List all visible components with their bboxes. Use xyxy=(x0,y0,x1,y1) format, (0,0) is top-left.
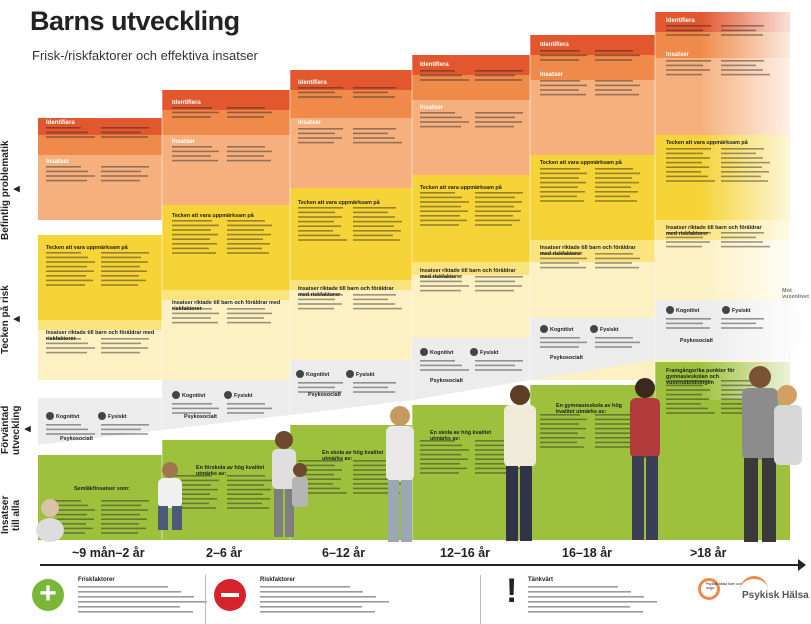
tecken-heading: Tecken att vara uppmärksam på xyxy=(420,185,502,191)
figure-icon xyxy=(224,391,232,399)
fysiskt-label: Fysiskt xyxy=(108,414,127,420)
kognitivt-label: Kognitivt xyxy=(430,350,454,356)
adult-man-image xyxy=(742,366,778,542)
plus-icon: + xyxy=(32,579,64,611)
kognitivt-label: Kognitivt xyxy=(676,308,700,314)
teen-boy-image xyxy=(504,385,536,541)
tecken-heading: Tecken att vara uppmärksam på xyxy=(46,245,128,251)
exclamation-icon: ! xyxy=(506,572,518,610)
tecken-heading: Tecken att vara uppmärksam på xyxy=(666,140,748,146)
riktade-heading: Insatser riktade till barn och föräldrar… xyxy=(298,286,394,298)
figure-icon xyxy=(346,370,354,378)
riktade-heading: Insatser riktade till barn och föräldrar… xyxy=(46,330,155,342)
tecken-heading: Tecken att vara uppmärksam på xyxy=(298,200,380,206)
green-heading: En skola av hög kvalitet utmärks av: xyxy=(322,450,384,462)
riktade-heading: Insatser riktade till barn och föräldrar… xyxy=(666,225,762,237)
figure-icon xyxy=(470,348,478,356)
tecken-heading: Tecken att vara uppmärksam på xyxy=(172,213,254,219)
identifiera-heading: Identifiera xyxy=(540,42,569,48)
brain-icon xyxy=(666,306,674,314)
psykosocialt-label: Psykosocialt xyxy=(430,378,463,384)
age-arrow-head xyxy=(798,559,806,571)
band-forvantad xyxy=(38,300,808,445)
brain-icon xyxy=(296,370,304,378)
age-label: 2–6 år xyxy=(206,546,243,560)
tankvart-label: Tänkvärt xyxy=(528,577,554,583)
insatser-heading: Insatser xyxy=(540,72,564,78)
identifiera-heading: Identifiera xyxy=(666,18,695,24)
green-heading: En skola av hög kvalitet utmärks av: xyxy=(430,430,492,442)
brain-icon xyxy=(172,391,180,399)
child-toddler-image xyxy=(36,499,64,542)
age-label: 16–18 år xyxy=(562,546,613,560)
child-school-image xyxy=(272,431,308,537)
age-label: 6–12 år xyxy=(322,546,366,560)
adult-woman-image xyxy=(774,385,802,465)
figure-icon xyxy=(722,306,730,314)
footer-divider xyxy=(205,575,206,624)
riskfaktorer-label: Riskfaktorer xyxy=(260,577,296,583)
logo-psykisk-halsa-barn xyxy=(698,578,720,600)
mot-vuxenlivet-label: Mot vuxenlivet xyxy=(782,288,809,300)
kognitivt-label: Kognitivt xyxy=(56,414,80,420)
kognitivt-label: Kognitivt xyxy=(550,327,574,333)
insatser-heading: Insatser xyxy=(298,120,322,126)
riktade-heading: Insatser riktade till barn och föräldrar… xyxy=(172,300,281,312)
age-label: ~9 mån–2 år xyxy=(72,546,145,560)
psykosocialt-label: Psykosocialt xyxy=(550,355,583,361)
tecken-heading: Tecken att vara uppmärksam på xyxy=(540,160,622,166)
minus-icon xyxy=(214,579,246,611)
teen-girl-image xyxy=(386,406,414,542)
brain-icon xyxy=(46,412,54,420)
logo2-text: Psykisk Hälsa xyxy=(742,590,809,601)
logo-psykisk-halsa xyxy=(740,576,768,590)
age-label: >18 år xyxy=(690,546,727,560)
psykosocialt-label: Psykosocialt xyxy=(308,392,341,398)
brain-icon xyxy=(540,325,548,333)
green-heading: Framgångsrika punkter för gymnasieskolan… xyxy=(666,368,735,386)
page-title: Barns utveckling xyxy=(30,6,240,36)
identifiera-heading: Identifiera xyxy=(46,120,75,126)
psykosocialt-label: Psykosocialt xyxy=(60,436,93,442)
child-preschool-image xyxy=(158,462,182,530)
kognitivt-label: Kognitivt xyxy=(306,372,330,378)
green-heading: En gymnasieskola av hög kvalitet utmärks… xyxy=(556,403,622,415)
age-label: 12–16 år xyxy=(440,546,491,560)
young-woman-image xyxy=(630,378,660,540)
insatser-heading: Insatser xyxy=(420,105,444,111)
insatser-heading: Insatser xyxy=(172,139,196,145)
fysiskt-label: Fysiskt xyxy=(732,308,751,314)
identifiera-heading: Identifiera xyxy=(298,80,327,86)
insatser-heading: Insatser xyxy=(46,159,70,165)
brain-icon xyxy=(420,348,428,356)
fysiskt-label: Fysiskt xyxy=(480,350,499,356)
fysiskt-label: Fysiskt xyxy=(600,327,619,333)
footer: + Friskfaktorer Riskfaktorer ! Tänkvärt … xyxy=(0,572,811,624)
psykosocialt-label: Psykosocialt xyxy=(680,338,713,344)
figure-icon xyxy=(590,325,598,333)
page-subtitle: Frisk-/riskfaktorer och effektiva insats… xyxy=(32,48,258,63)
fysiskt-label: Fysiskt xyxy=(234,393,253,399)
fysiskt-label: Fysiskt xyxy=(356,372,375,378)
logo1-text: Psykisk hälsa barn och unga xyxy=(706,582,742,590)
figure-icon xyxy=(98,412,106,420)
green-heading: Semläkfinsatser som: xyxy=(74,486,130,492)
riktade-heading: Insatser riktade till barn och föräldrar… xyxy=(420,268,516,280)
identifiera-heading: Identifiera xyxy=(172,100,201,106)
psykosocialt-label: Psykosocialt xyxy=(184,414,217,420)
kognitivt-label: Kognitivt xyxy=(182,393,206,399)
friskfaktorer-label: Friskfaktorer xyxy=(78,577,115,583)
age-arrow xyxy=(40,564,800,566)
riktade-heading: Insatser riktade till barn och föräldrar… xyxy=(540,245,636,257)
insatser-heading: Insatser xyxy=(666,52,690,58)
footer-divider xyxy=(480,575,481,624)
green-heading: En förskola av hög kvalitet utmärks av: xyxy=(196,465,265,477)
identifiera-heading: Identifiera xyxy=(420,62,449,68)
